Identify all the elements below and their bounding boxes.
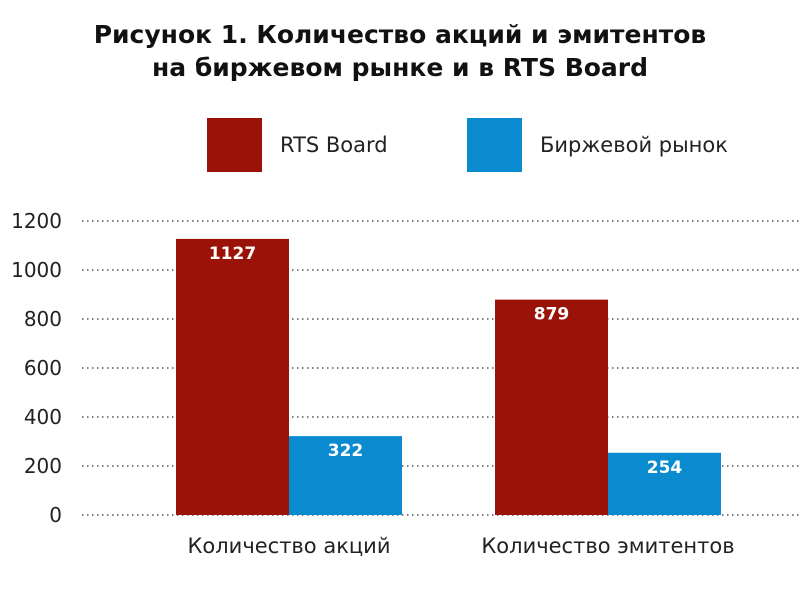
chart-title-line-1: Рисунок 1. Количество акций и эмитентов (93, 20, 707, 49)
data-label: 1127 (209, 244, 256, 264)
data-label: 322 (328, 441, 364, 461)
y-tick-label: 800 (24, 307, 62, 331)
x-category-label: Количество эмитентов (481, 534, 734, 558)
bar (289, 436, 402, 515)
y-tick-label: 1000 (11, 258, 62, 282)
y-tick-label: 600 (24, 356, 62, 380)
legend-swatch-exchange-market (467, 118, 522, 172)
legend-label-exchange-market: Биржевой рынок (540, 133, 728, 157)
legend-swatch-rts-board (207, 118, 262, 172)
y-tick-label: 400 (24, 405, 62, 429)
bar (608, 452, 721, 515)
x-category-label: Количество акций (188, 534, 391, 558)
legend-label-rts-board: RTS Board (280, 133, 388, 157)
y-tick-label: 1200 (11, 209, 62, 233)
legend-item-exchange-market: Биржевой рынок (467, 118, 728, 172)
chart-title-line-2: на биржевом рынке и в RTS Board (151, 53, 649, 82)
legend-item-rts-board: RTS Board (207, 118, 388, 172)
bar (176, 238, 289, 515)
data-label: 254 (647, 458, 683, 478)
y-tick-label: 200 (24, 454, 62, 478)
data-label: 879 (534, 305, 570, 325)
chart-title: Рисунок 1. Количество акций и эмитентов … (0, 18, 800, 84)
y-tick-label: 0 (49, 503, 62, 527)
bar (495, 299, 608, 515)
